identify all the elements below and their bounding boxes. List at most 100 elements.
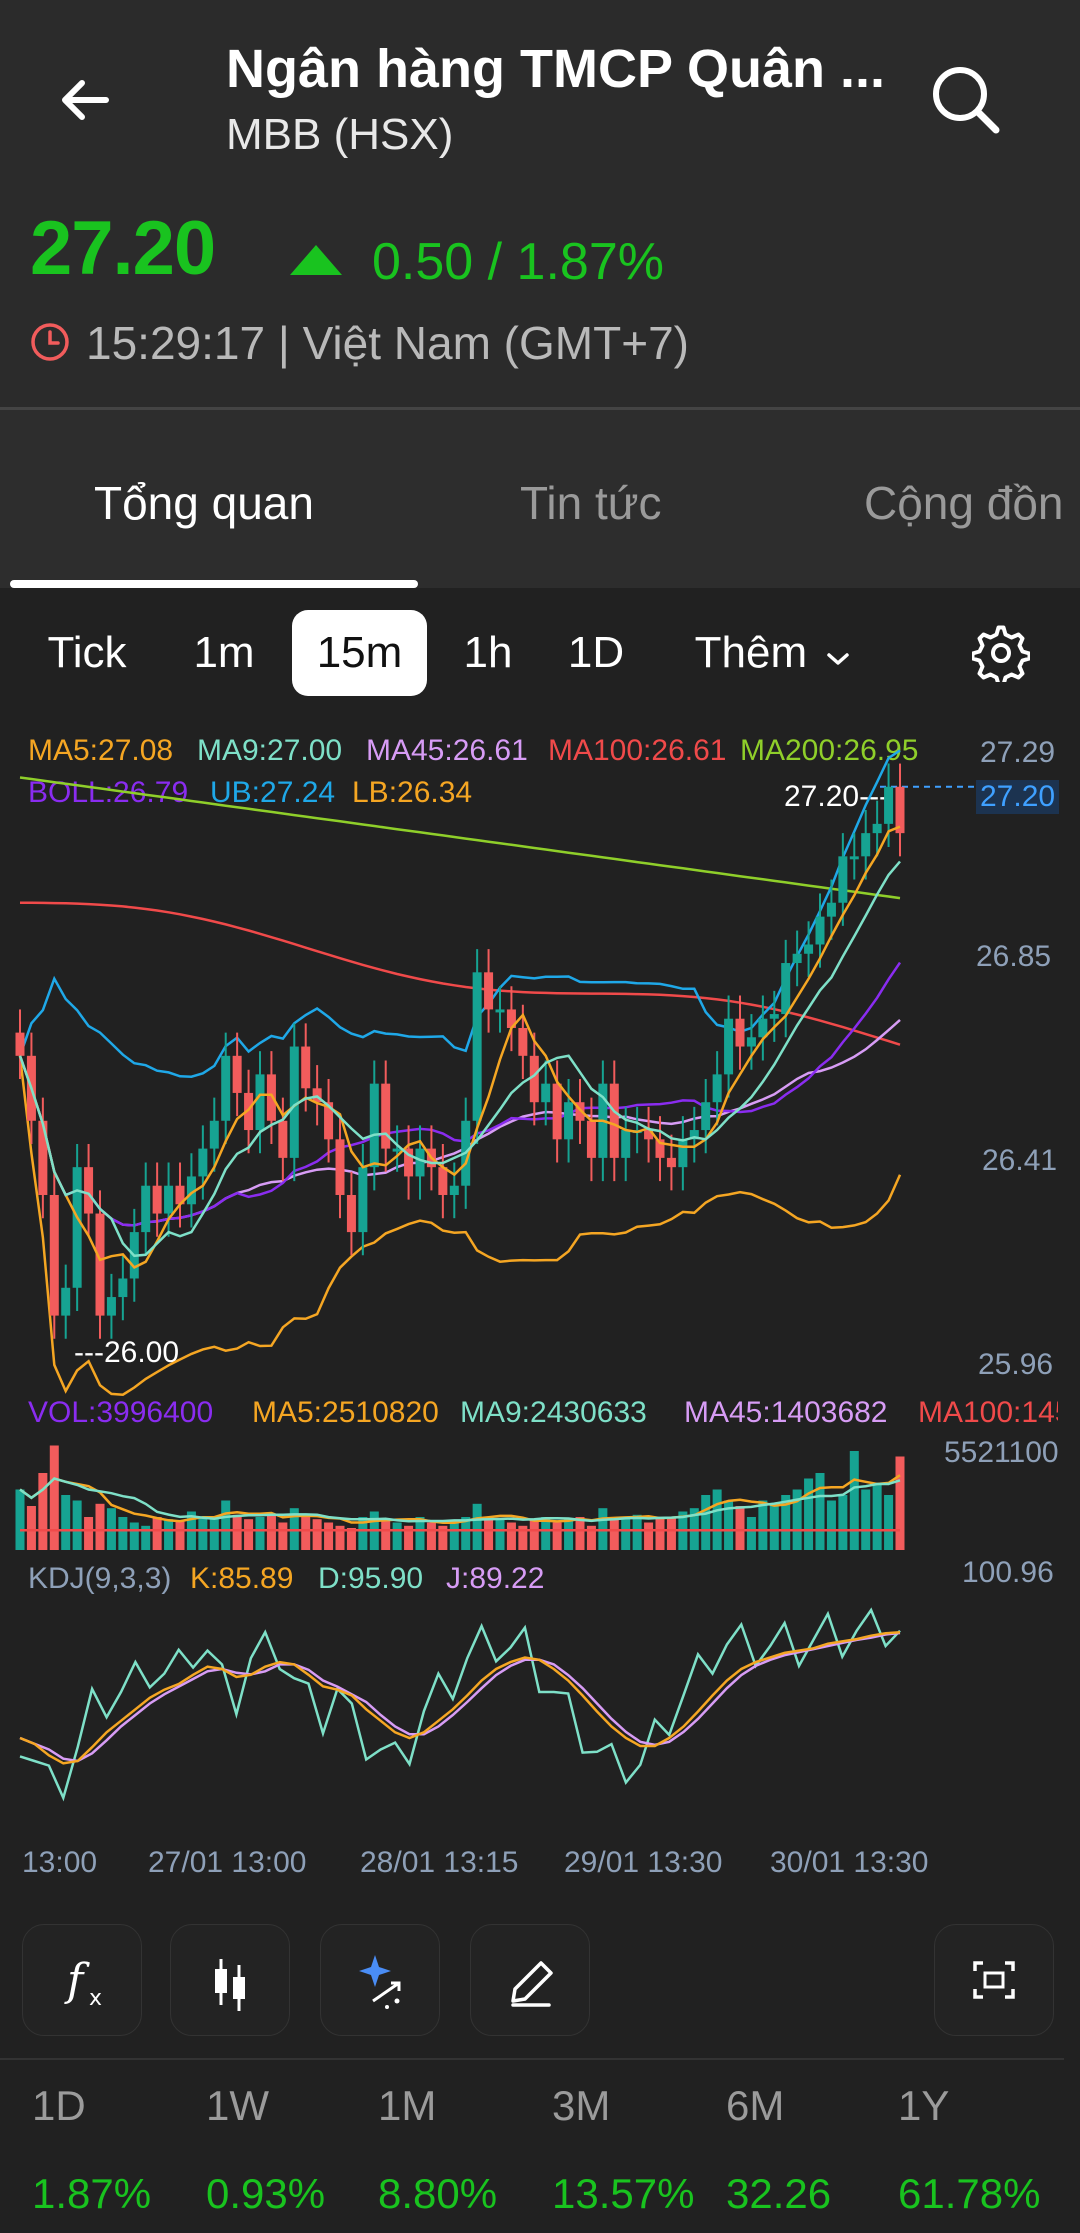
timeframe-1d[interactable]: 1D xyxy=(567,628,625,677)
candle-body xyxy=(484,972,494,1010)
last-price-tag: 27.20 xyxy=(976,780,1060,814)
price-chart[interactable] xyxy=(0,0,1080,1900)
candle-body xyxy=(506,1009,516,1028)
candle-body xyxy=(838,856,848,903)
legend-vol-ma9: MA9:2430633 xyxy=(460,1396,647,1429)
volume-bar xyxy=(735,1506,745,1550)
volume-bar xyxy=(872,1484,882,1550)
volume-bar xyxy=(266,1513,276,1550)
candle-body xyxy=(244,1092,254,1131)
volume-bar xyxy=(746,1517,756,1550)
volume-bar xyxy=(575,1517,585,1550)
candle-body xyxy=(198,1148,208,1177)
candle-body xyxy=(209,1120,219,1149)
candle-body xyxy=(861,833,871,857)
volume-bar xyxy=(838,1495,848,1550)
last-price-line-label: 27.20--- xyxy=(784,780,890,813)
ai-indicator-button[interactable] xyxy=(320,1924,440,2036)
period-1d-value: 1.87% xyxy=(32,2170,152,2217)
timeframe-1m[interactable]: 1m xyxy=(193,628,255,677)
tab-news[interactable]: Tin tức xyxy=(520,477,662,529)
legend-lb: LB:26.34 xyxy=(352,776,473,809)
more-dropdown[interactable]: Thêm xyxy=(680,610,860,696)
volume-bar xyxy=(781,1495,791,1550)
candle-body xyxy=(346,1194,356,1233)
volume-bar xyxy=(15,1489,25,1550)
volume-bar xyxy=(49,1445,59,1550)
volume-bar xyxy=(141,1525,151,1550)
volume-bar xyxy=(586,1525,596,1550)
candle-body xyxy=(472,972,482,1121)
candle-body xyxy=(255,1074,265,1131)
period-1y-value: 61.78% xyxy=(898,2170,1041,2217)
legend-ma9: MA9:27.00 xyxy=(197,734,343,767)
back-arrow-icon[interactable] xyxy=(56,70,116,130)
candle-body xyxy=(221,1055,231,1121)
ma45-line xyxy=(18,1018,901,1227)
stock-symbol: MBB (HSX) xyxy=(226,110,454,159)
candle-body xyxy=(655,1139,665,1158)
volume-bar xyxy=(38,1473,48,1550)
period-1w-label[interactable]: 1W xyxy=(206,2082,269,2129)
gear-icon[interactable] xyxy=(972,624,1030,682)
draw-button[interactable] xyxy=(470,1924,590,2036)
ma5-line xyxy=(18,825,901,1269)
volume-bar xyxy=(552,1522,562,1550)
tab-community[interactable]: Cộng đồn xyxy=(864,477,1064,529)
period-1d-label[interactable]: 1D xyxy=(32,2082,86,2129)
candle-body xyxy=(815,916,825,945)
volume-bar xyxy=(826,1500,836,1550)
candle-body xyxy=(72,1167,82,1288)
legend-d: D:95.90 xyxy=(318,1562,424,1595)
period-1y-label[interactable]: 1Y xyxy=(898,2082,950,2129)
timeframe-tick[interactable]: Tick xyxy=(47,628,127,677)
candle-body xyxy=(541,1083,551,1103)
period-1m-label[interactable]: 1M xyxy=(378,2082,437,2129)
candle-body xyxy=(575,1102,585,1121)
volume-bar xyxy=(609,1519,619,1550)
candle-body xyxy=(644,1130,654,1140)
volume-bar xyxy=(426,1522,436,1550)
candle-body xyxy=(804,944,814,954)
volume-bar xyxy=(815,1473,825,1550)
volume-bar xyxy=(472,1503,482,1550)
volume-bar xyxy=(255,1517,265,1550)
candle-body xyxy=(552,1083,562,1140)
volume-bar xyxy=(666,1517,676,1550)
volume-bar xyxy=(804,1478,814,1550)
legend-volume: VOL:3996400 xyxy=(28,1396,214,1429)
volume-bar xyxy=(84,1517,94,1550)
candle-body xyxy=(678,1139,688,1168)
svg-text:x: x xyxy=(89,1986,102,2011)
ma9-line xyxy=(18,860,901,1258)
timeframe-1h[interactable]: 1h xyxy=(463,628,513,677)
volume-bar xyxy=(221,1500,231,1550)
period-6m-label[interactable]: 6M xyxy=(726,2082,785,2129)
search-icon[interactable] xyxy=(926,60,1006,140)
volume-bar xyxy=(72,1500,82,1550)
volume-bar xyxy=(724,1500,734,1550)
candle-body xyxy=(369,1083,379,1168)
period-3m-value: 13.57% xyxy=(552,2170,695,2217)
candle-body xyxy=(392,1148,402,1152)
candle-body xyxy=(415,1148,425,1177)
volume-bar xyxy=(209,1517,219,1550)
function-icon: f x xyxy=(64,1955,102,2011)
candle-body xyxy=(289,1046,299,1158)
volume-bar xyxy=(564,1519,574,1550)
period-3m-label[interactable]: 3M xyxy=(552,2082,611,2129)
fullscreen-button[interactable] xyxy=(934,1924,1054,2036)
tab-bar: Tổng quan Tin tức Cộng đồn xyxy=(0,410,1080,588)
candle-body xyxy=(884,786,894,824)
candle-body xyxy=(609,1083,619,1158)
tab-overview[interactable]: Tổng quan xyxy=(94,477,314,529)
volume-bar xyxy=(495,1519,505,1550)
fullscreen-icon xyxy=(973,1961,1015,1999)
candle-body xyxy=(152,1185,162,1214)
function-button[interactable]: f x xyxy=(22,1924,142,2036)
x-axis-label: 13:00 xyxy=(22,1846,98,1879)
volume-ma5-line xyxy=(19,1474,901,1524)
chart-type-button[interactable] xyxy=(170,1924,290,2036)
timeframe-15m[interactable]: 15m xyxy=(292,610,427,696)
candle-body xyxy=(358,1167,368,1233)
